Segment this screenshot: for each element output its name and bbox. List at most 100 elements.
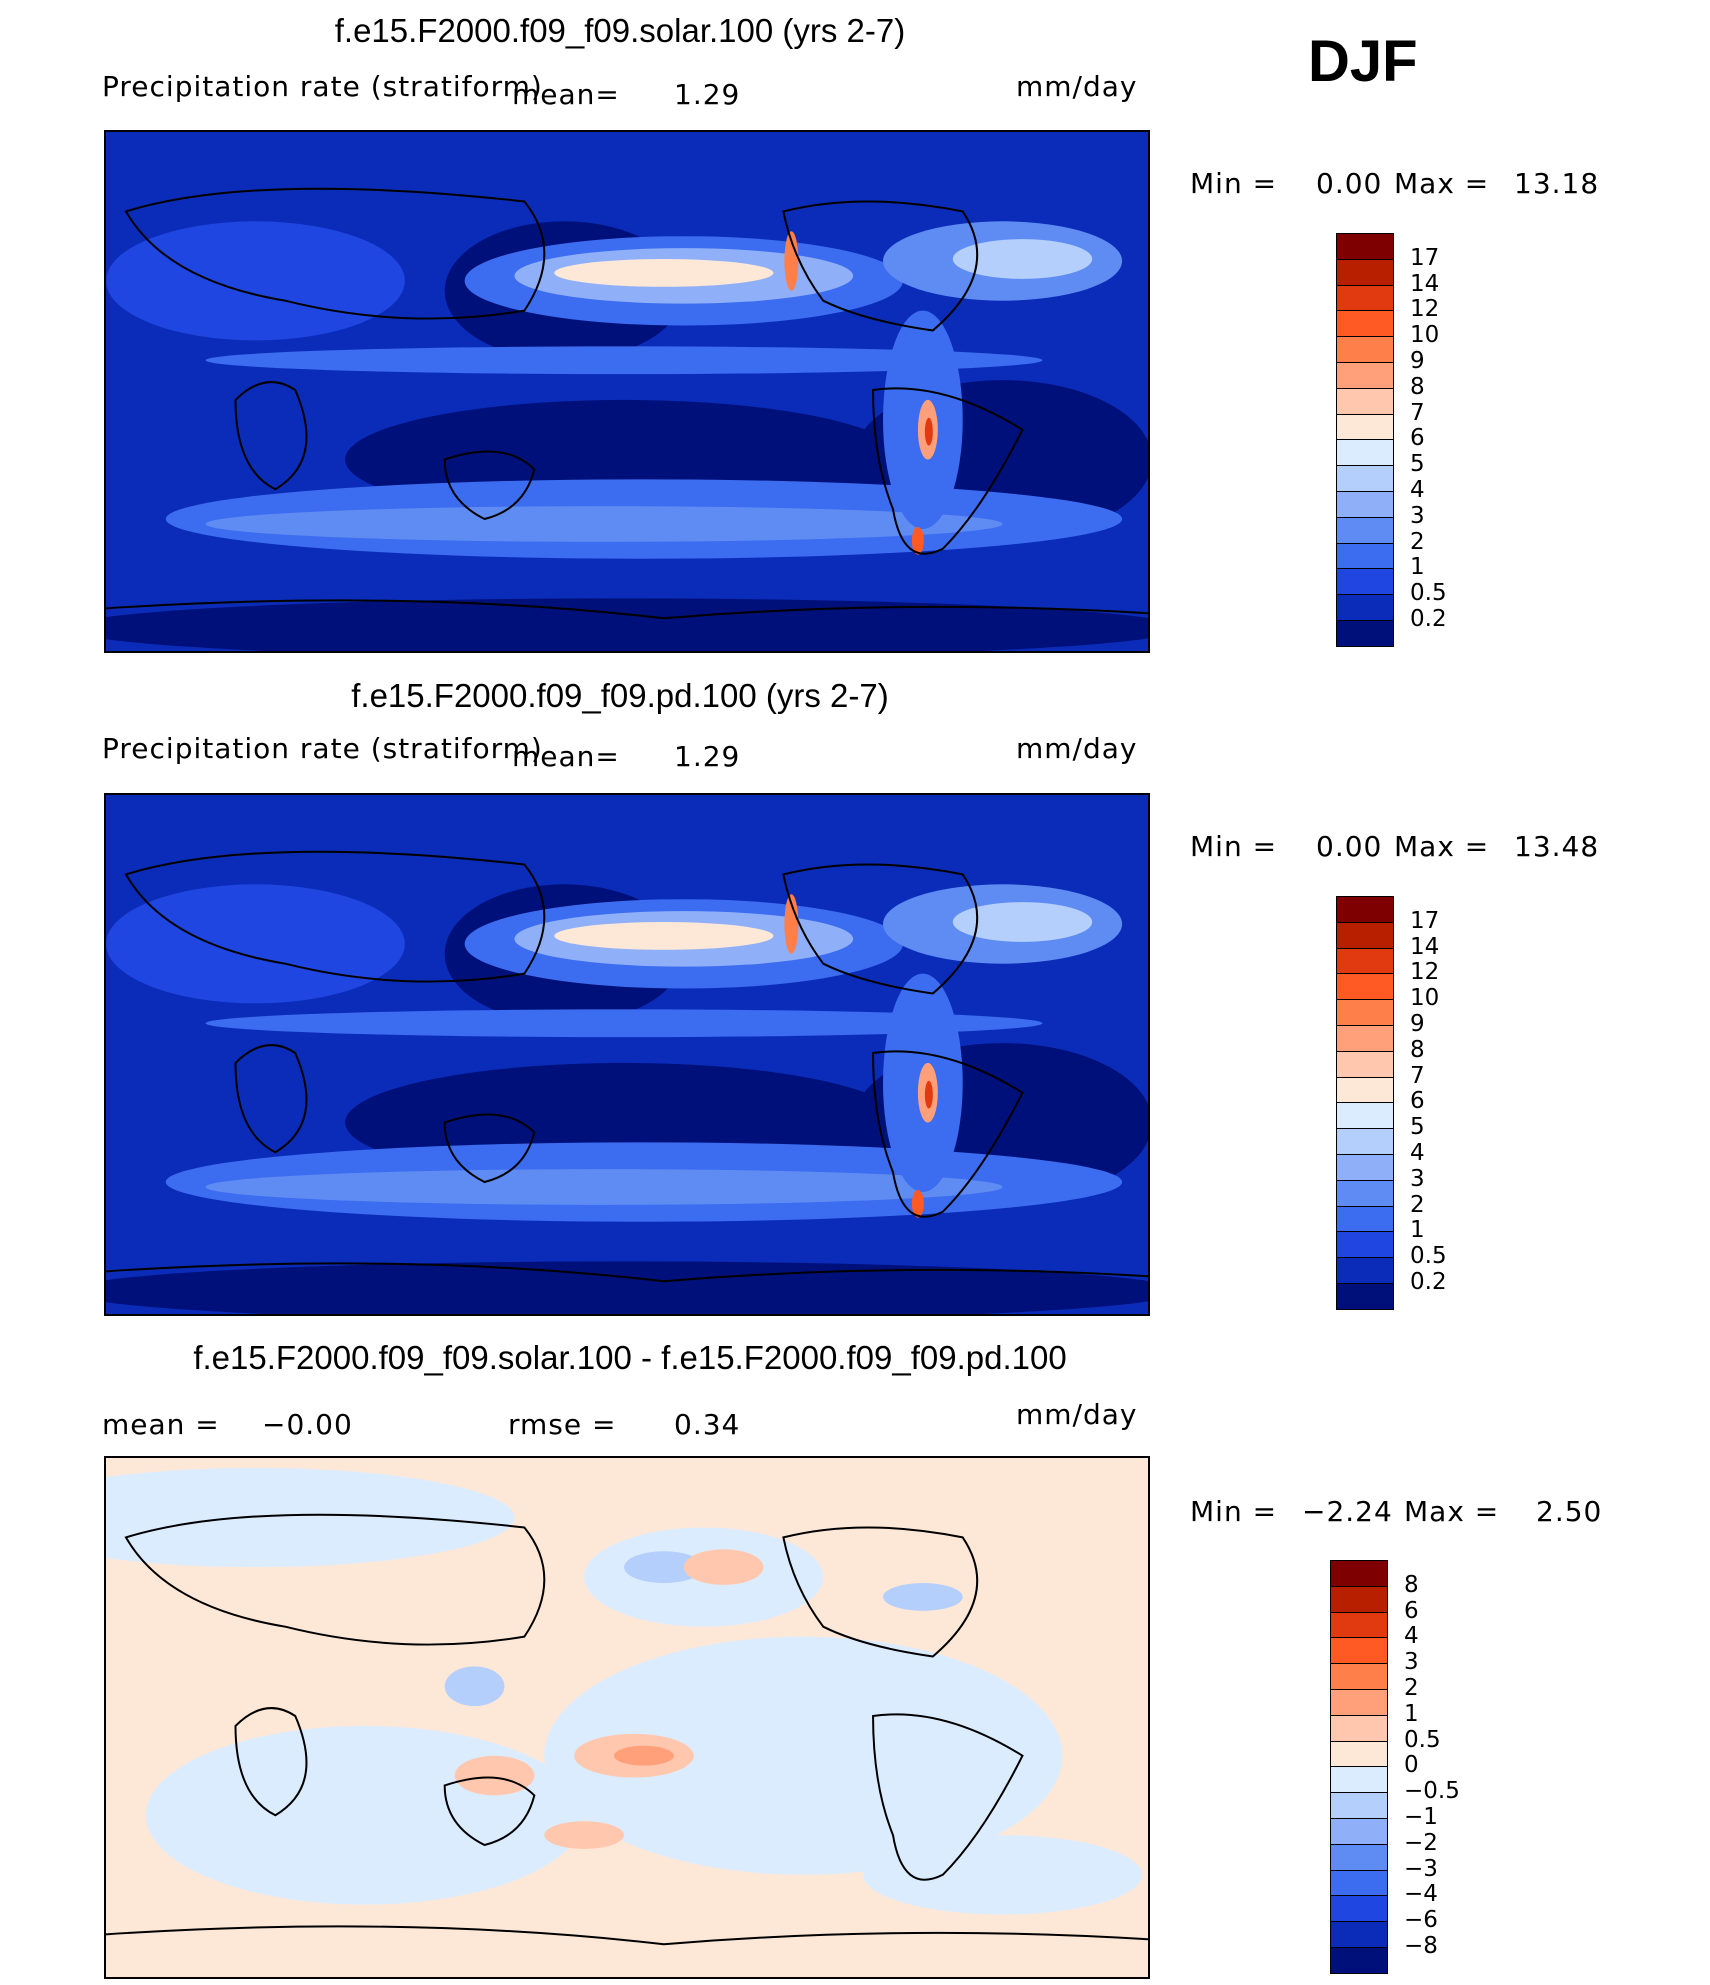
colorbar-swatch (1330, 1818, 1388, 1846)
colorbar-swatch (1336, 439, 1394, 467)
colorbar-tick-label: 14 (1410, 933, 1440, 960)
colorbar-tick-label: 8 (1410, 373, 1425, 400)
colorbar-swatch (1336, 896, 1394, 924)
colorbar-tick-label: 4 (1410, 1140, 1425, 1166)
colorbar-swatch (1336, 1050, 1394, 1079)
min-label: Min = (1190, 167, 1278, 200)
precip-map-solar (104, 130, 1150, 653)
colorbar-tick-label: 9 (1410, 1011, 1425, 1037)
colorbar-swatch (1336, 516, 1394, 545)
colorbar-tick-label: 12 (1410, 296, 1440, 323)
colorbar-swatch (1336, 1076, 1394, 1104)
colorbar-swatch (1330, 1869, 1388, 1897)
colorbar-tick-label: −1 (1404, 1804, 1438, 1830)
colorbar-tick-label: 3 (1410, 1165, 1425, 1192)
colorbar-swatch (1330, 1843, 1388, 1872)
colorbar-swatch (1336, 258, 1394, 287)
colorbar-swatch (1336, 1128, 1394, 1156)
colorbar-swatch (1336, 1025, 1394, 1053)
colorbar-swatch (1330, 1740, 1388, 1768)
season-label: DJF (1308, 29, 1418, 94)
colorbar-tick-label: 0.2 (1410, 606, 1447, 632)
colorbar-swatch (1336, 413, 1394, 441)
colorbar-tick-label: 6 (1410, 1088, 1425, 1115)
min-value: 0.00 (1316, 167, 1383, 200)
colorbar-swatch (1336, 465, 1394, 493)
colorbar-tick-label: −4 (1404, 1881, 1438, 1908)
colorbar-tick-label: 3 (1410, 502, 1425, 529)
colorbar-swatch (1336, 1231, 1394, 1259)
mean-value: 1.29 (674, 740, 741, 773)
colorbar-tick-label: 8 (1410, 1036, 1425, 1063)
colorbar-swatch (1336, 362, 1394, 390)
colorbar-swatch (1336, 1179, 1394, 1208)
min-value: −2.24 (1302, 1495, 1393, 1528)
colorbar-swatch (1336, 310, 1394, 338)
colorbar-swatch (1330, 1714, 1388, 1743)
colorbar-swatch (1336, 336, 1394, 364)
colorbar-swatch (1336, 921, 1394, 950)
colorbar-tick-label: 8 (1404, 1571, 1419, 1598)
colorbar-swatch (1336, 542, 1394, 570)
colorbar-swatch (1336, 594, 1394, 622)
colorbar-swatch (1336, 1102, 1394, 1130)
map-field (106, 132, 1148, 651)
colorbar-tick-label: 0.5 (1404, 1726, 1441, 1753)
mean-label: mean= (512, 78, 620, 111)
colorbar-swatch (1336, 1154, 1394, 1182)
colorbar-swatch (1336, 999, 1394, 1027)
precip-map-pd (104, 793, 1150, 1316)
colorbar-tick-label: −2 (1404, 1829, 1438, 1856)
colorbar-tick-label: 0.5 (1410, 1243, 1447, 1270)
rmse-label: rmse = (508, 1408, 617, 1441)
colorbar-swatch (1336, 387, 1394, 416)
units-label: mm/day (1016, 732, 1138, 765)
colorbar-tick-label: 12 (1410, 959, 1440, 986)
colorbar-tick-label: −3 (1404, 1855, 1438, 1882)
colorbar-tick-label: 5 (1410, 451, 1425, 478)
colorbar-tick-label: 6 (1410, 425, 1425, 452)
min-label: Min = (1190, 1495, 1278, 1528)
colorbar-tick-label: 7 (1410, 1062, 1425, 1089)
colorbar-tick-label: 10 (1410, 985, 1440, 1012)
map-field (106, 1458, 1148, 1977)
colorbar-tick-label: 5 (1410, 1114, 1425, 1141)
colorbar-swatch (1330, 1895, 1388, 1923)
mean-label: mean= (512, 740, 620, 773)
panel-title: f.e15.F2000.f09_f09.solar.100 - f.e15.F2… (193, 1339, 1067, 1376)
max-label: Max = (1404, 1495, 1500, 1528)
rmse-value: 0.34 (674, 1408, 741, 1441)
colorbar-tick-label: 1 (1404, 1700, 1419, 1727)
colorbar-tick-label: 4 (1410, 477, 1425, 503)
colorbar-swatch (1336, 1283, 1394, 1311)
colorbar-tick-label: 14 (1410, 270, 1440, 297)
map-field (106, 795, 1148, 1314)
units-label: mm/day (1016, 70, 1138, 103)
variable-label: Precipitation rate (stratiform) (102, 732, 543, 765)
colorbar-swatch (1330, 1947, 1388, 1975)
colorbar-swatch (1336, 491, 1394, 519)
colorbar-swatch (1330, 1689, 1388, 1717)
colorbar-tick-label: 1 (1410, 554, 1425, 581)
colorbar-tick-label: −0.5 (1404, 1778, 1460, 1805)
colorbar-tick-label: 1 (1410, 1217, 1425, 1244)
colorbar-swatch (1330, 1611, 1388, 1639)
mean-label: mean = (102, 1408, 220, 1441)
panel-title: f.e15.F2000.f09_f09.solar.100 (yrs 2-7) (334, 12, 906, 49)
max-value: 13.18 (1514, 167, 1600, 200)
colorbar-swatch (1330, 1921, 1388, 1949)
colorbar-tick-label: 9 (1410, 348, 1425, 374)
colorbar-swatch (1336, 947, 1394, 975)
colorbar-swatch (1336, 568, 1394, 596)
colorbar-tick-label: 4 (1404, 1623, 1419, 1650)
colorbar-swatch (1336, 233, 1394, 261)
colorbar-tick-label: 3 (1404, 1649, 1419, 1676)
max-label: Max = (1394, 167, 1490, 200)
colorbar-tick-label: 2 (1404, 1675, 1419, 1701)
colorbar-tick-label: 2 (1410, 1191, 1425, 1218)
min-value: 0.00 (1316, 830, 1383, 863)
colorbar-swatch (1330, 1560, 1388, 1588)
variable-label: Precipitation rate (stratiform) (102, 70, 543, 103)
colorbar-tick-label: −6 (1404, 1907, 1438, 1934)
colorbar-swatch (1336, 973, 1394, 1001)
